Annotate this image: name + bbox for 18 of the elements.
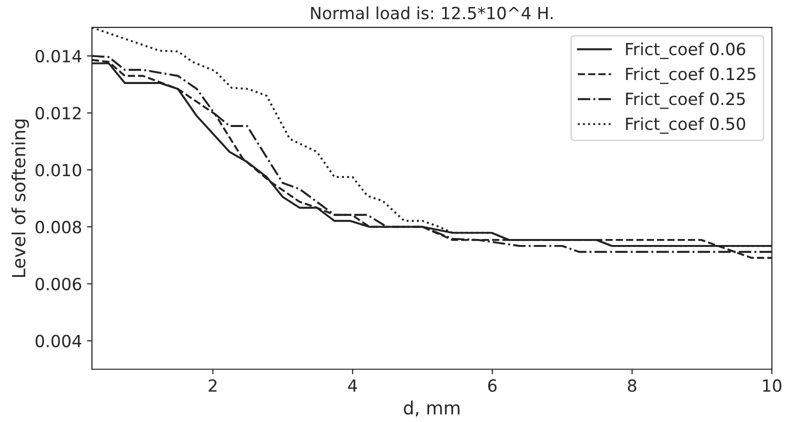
y-tick-label: 0.014 [36,50,82,62]
y-tick-label: 0.008 [36,220,82,234]
x-tick-label: 2 [208,379,216,392]
legend-label: Frict_coef 0.06 [626,42,746,60]
y-tick-label: 0.006 [36,278,82,290]
x-tick-label: 10 [763,379,782,392]
x-tick-label: 4 [348,379,357,392]
legend-label: Frict_coef 0.50 [626,117,746,134]
x-axis-title: d, mm [404,400,460,416]
legend-label: Frict_coef 0.25 [626,92,745,109]
legend-label: Frict_coef 0.125 [626,67,756,84]
x-tick-label: 6 [488,379,497,392]
y-axis-title: Level of softening [11,120,29,277]
y-tick-label: 0.012 [36,106,81,120]
y-tick-label: 0.010 [36,164,82,176]
chart-title: Normal load is: 12.5*10^4 H. [311,6,553,20]
y-tick-label: 0.004 [36,334,82,348]
x-tick-label: 8 [628,379,636,392]
